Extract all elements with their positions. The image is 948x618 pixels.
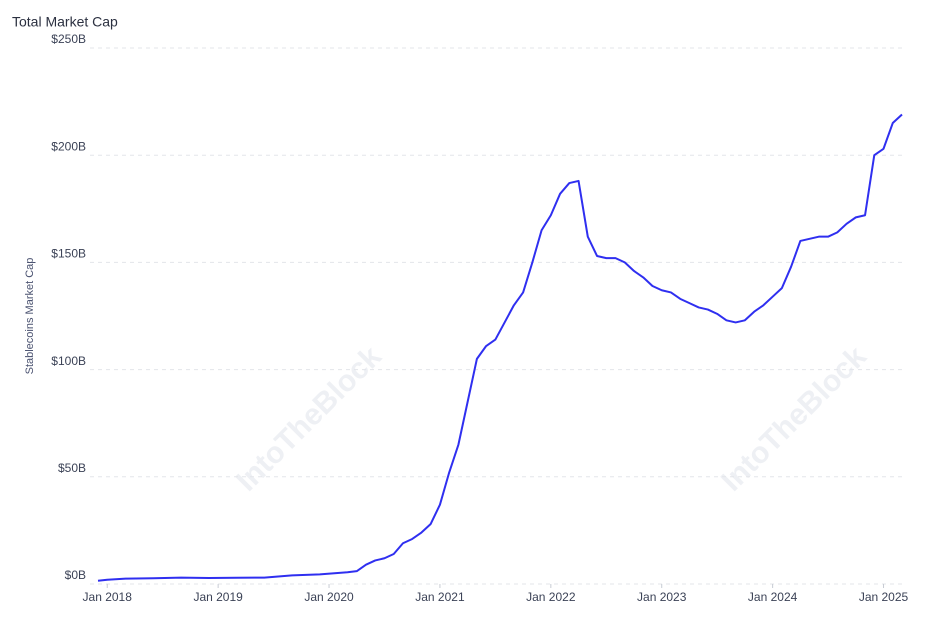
chart-title: Total Market Cap	[12, 14, 118, 30]
y-tick-label: $150B	[51, 247, 86, 261]
y-tick-label: $250B	[51, 32, 86, 46]
x-tick-label: Jan 2020	[304, 590, 354, 604]
x-tick-label: Jan 2022	[526, 590, 576, 604]
series-line	[97, 113, 903, 582]
x-tick-label: Jan 2024	[748, 590, 798, 604]
x-tick-label: Jan 2023	[637, 590, 687, 604]
y-tick-label: $100B	[51, 354, 86, 368]
x-tick-label: Jan 2025	[859, 590, 909, 604]
y-axis-label: Stablecoins Market Cap	[24, 258, 36, 375]
watermark: IntoTheBlock	[230, 340, 388, 498]
x-tick-label: Jan 2021	[415, 590, 465, 604]
watermark: IntoTheBlock	[715, 340, 873, 498]
y-tick-label: $0B	[65, 568, 86, 582]
x-tick-label: Jan 2018	[83, 590, 133, 604]
y-tick-label: $200B	[51, 139, 86, 153]
y-tick-label: $50B	[58, 461, 86, 475]
x-tick-label: Jan 2019	[193, 590, 243, 604]
